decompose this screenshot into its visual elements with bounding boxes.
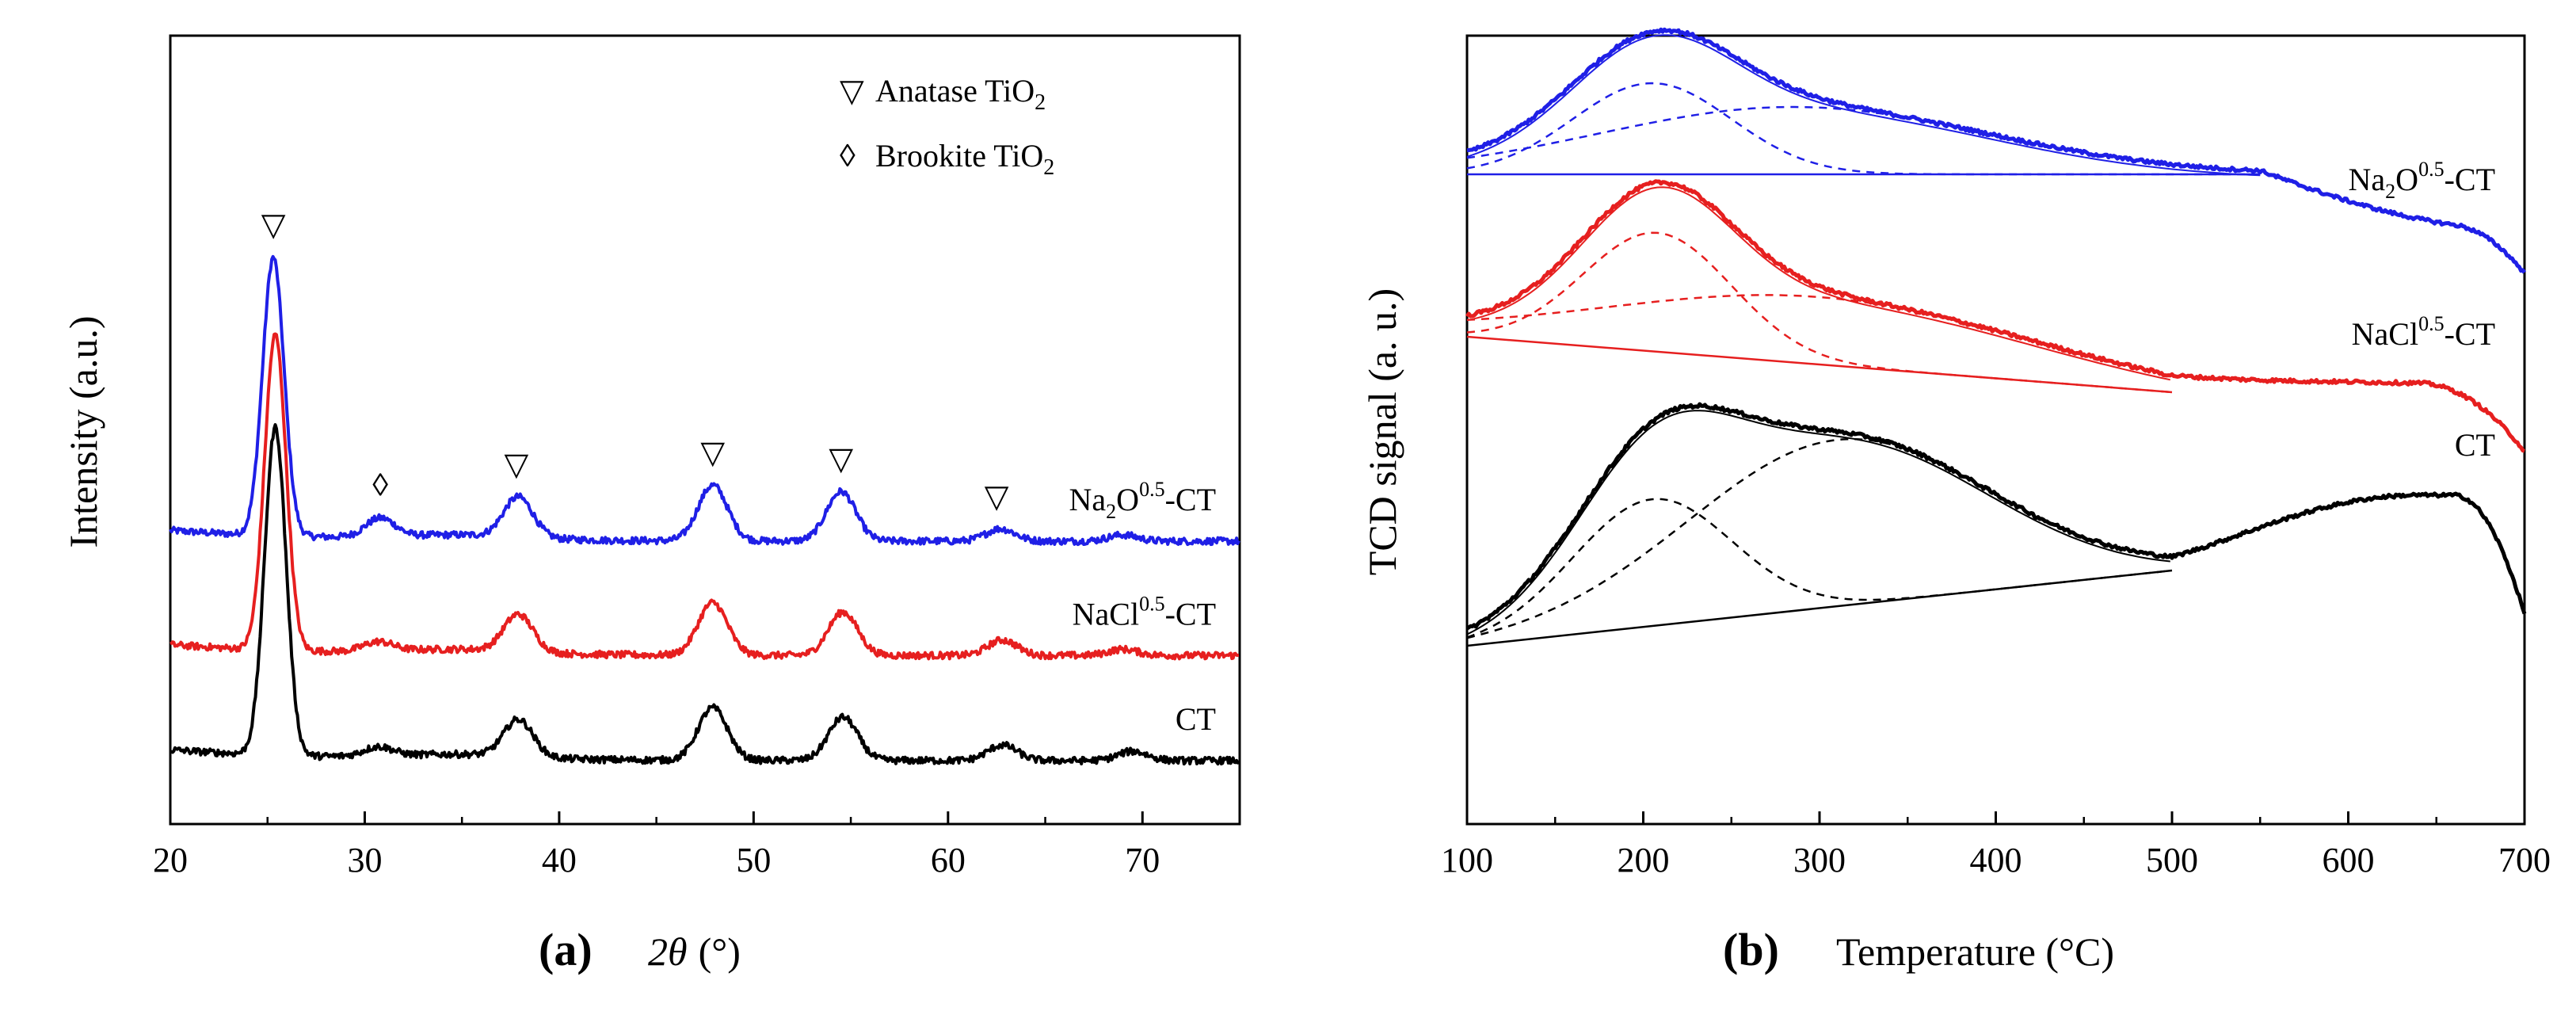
- panel-b-series-line: [1466, 27, 2527, 274]
- panel-a-tick-label: 50: [736, 841, 771, 880]
- legend-marker-brookite: ◊: [840, 138, 855, 174]
- panel-a-tick-label: 70: [1125, 841, 1160, 880]
- panel-b-series-label: Na2O0.5-CT: [2349, 158, 2495, 203]
- panel-a-tick-label: 40: [542, 841, 577, 880]
- panel-b-gaussian-component: [1466, 231, 2170, 394]
- panel-a-peak-marker: ▽: [505, 446, 529, 482]
- panel-a-series-line: [170, 423, 1240, 766]
- panel-b-gaussian-component: [1466, 498, 2170, 639]
- panel-a-peak-marker: ▽: [985, 479, 1009, 514]
- panel-b-tick-label: 500: [2146, 841, 2198, 880]
- legend-marker-anatase: ▽: [840, 73, 864, 109]
- panel-a-series-label: Na2O0.5-CT: [1069, 478, 1216, 523]
- panel-b-tick-label: 300: [1793, 841, 1846, 880]
- legend-text-anatase: Anatase TiO2: [875, 73, 1046, 115]
- panel-b-gaussian-component: [1466, 294, 2171, 376]
- panel-a-tick-label: 60: [931, 841, 966, 880]
- panel-a-xrd: ▽ ◊ ▽ ▽ ▽ ▽ 20 30 40 50 60 70 Na2O0.5-CT NaCl0.5-CT…: [61, 34, 1241, 975]
- panel-a-x-ticks: 20 30 40 50 60 70: [153, 811, 1160, 880]
- panel-b-tick-label: 700: [2498, 841, 2551, 880]
- panel-a-peak-markers: ▽ ◊ ▽ ▽ ▽ ▽: [261, 207, 1009, 514]
- panel-a-x-axis-title: 2θ (°): [648, 929, 741, 974]
- panel-a-y-axis-title: Intensity (a.u.): [61, 316, 105, 548]
- panel-a-series-line: [170, 332, 1240, 661]
- panel-b-series-label: NaCl0.5-CT: [2352, 312, 2495, 352]
- panel-b-tick-label: 100: [1441, 841, 1493, 880]
- panel-b-series-line: [1465, 402, 2527, 631]
- panel-a-peak-marker: ◊: [372, 467, 388, 503]
- panel-b-baseline: [1466, 569, 2173, 647]
- legend-text-brookite: Brookite TiO2: [875, 138, 1054, 180]
- panel-b-y-axis-title: TCD signal (a. u.): [1360, 288, 1404, 575]
- panel-a-letter: (a): [539, 924, 593, 975]
- panel-b-tpr: 100 200 300 400 500 600 700 Na2O0.5-CT NaCl0.5-…: [1360, 27, 2551, 975]
- panel-b-gaussian-component: [1466, 82, 2261, 176]
- panel-a-legend: ▽ Anatase TiO2 ◊ Brookite TiO2: [840, 73, 1054, 180]
- panel-a-peak-marker: ▽: [700, 434, 725, 470]
- panel-b-fit-envelope: [1466, 410, 2170, 635]
- panel-b-series-labels: Na2O0.5-CT NaCl0.5-CT CT: [2349, 158, 2495, 463]
- panel-b-tick-label: 600: [2323, 841, 2375, 880]
- panel-b-series-group: [1465, 27, 2527, 647]
- panel-b-letter: (b): [1723, 924, 1779, 975]
- panel-b-tick-label: 400: [1970, 841, 2022, 880]
- panel-a-peak-marker: ▽: [829, 441, 853, 476]
- panel-a-series-labels: Na2O0.5-CT NaCl0.5-CT CT: [1069, 478, 1216, 737]
- panel-a-peak-marker: ▽: [261, 207, 286, 242]
- panel-a-series-group: [169, 254, 1240, 766]
- panel-b-plot-frame: [1465, 34, 2526, 826]
- panel-b-fit-envelope: [1466, 186, 2171, 381]
- panel-b-gaussian-component: [1466, 105, 2261, 172]
- panel-b-x-ticks: 100 200 300 400 500 600 700: [1441, 811, 2551, 880]
- panel-a-tick-label: 20: [153, 841, 188, 880]
- panel-a-series-label: CT: [1176, 701, 1216, 737]
- panel-b-series-label: CT: [2455, 427, 2495, 463]
- panel-a-series-line: [169, 254, 1240, 547]
- panel-b-tick-label: 200: [1618, 841, 1670, 880]
- panel-b-series-line: [1465, 179, 2525, 453]
- panel-a-series-label: NaCl0.5-CT: [1073, 592, 1216, 632]
- panel-b-fit-envelope: [1466, 34, 2261, 177]
- panel-b-x-axis-title: Temperature (°C): [1836, 929, 2114, 974]
- panel-a-plot-frame: [169, 34, 1241, 826]
- panel-a-tick-label: 30: [347, 841, 382, 880]
